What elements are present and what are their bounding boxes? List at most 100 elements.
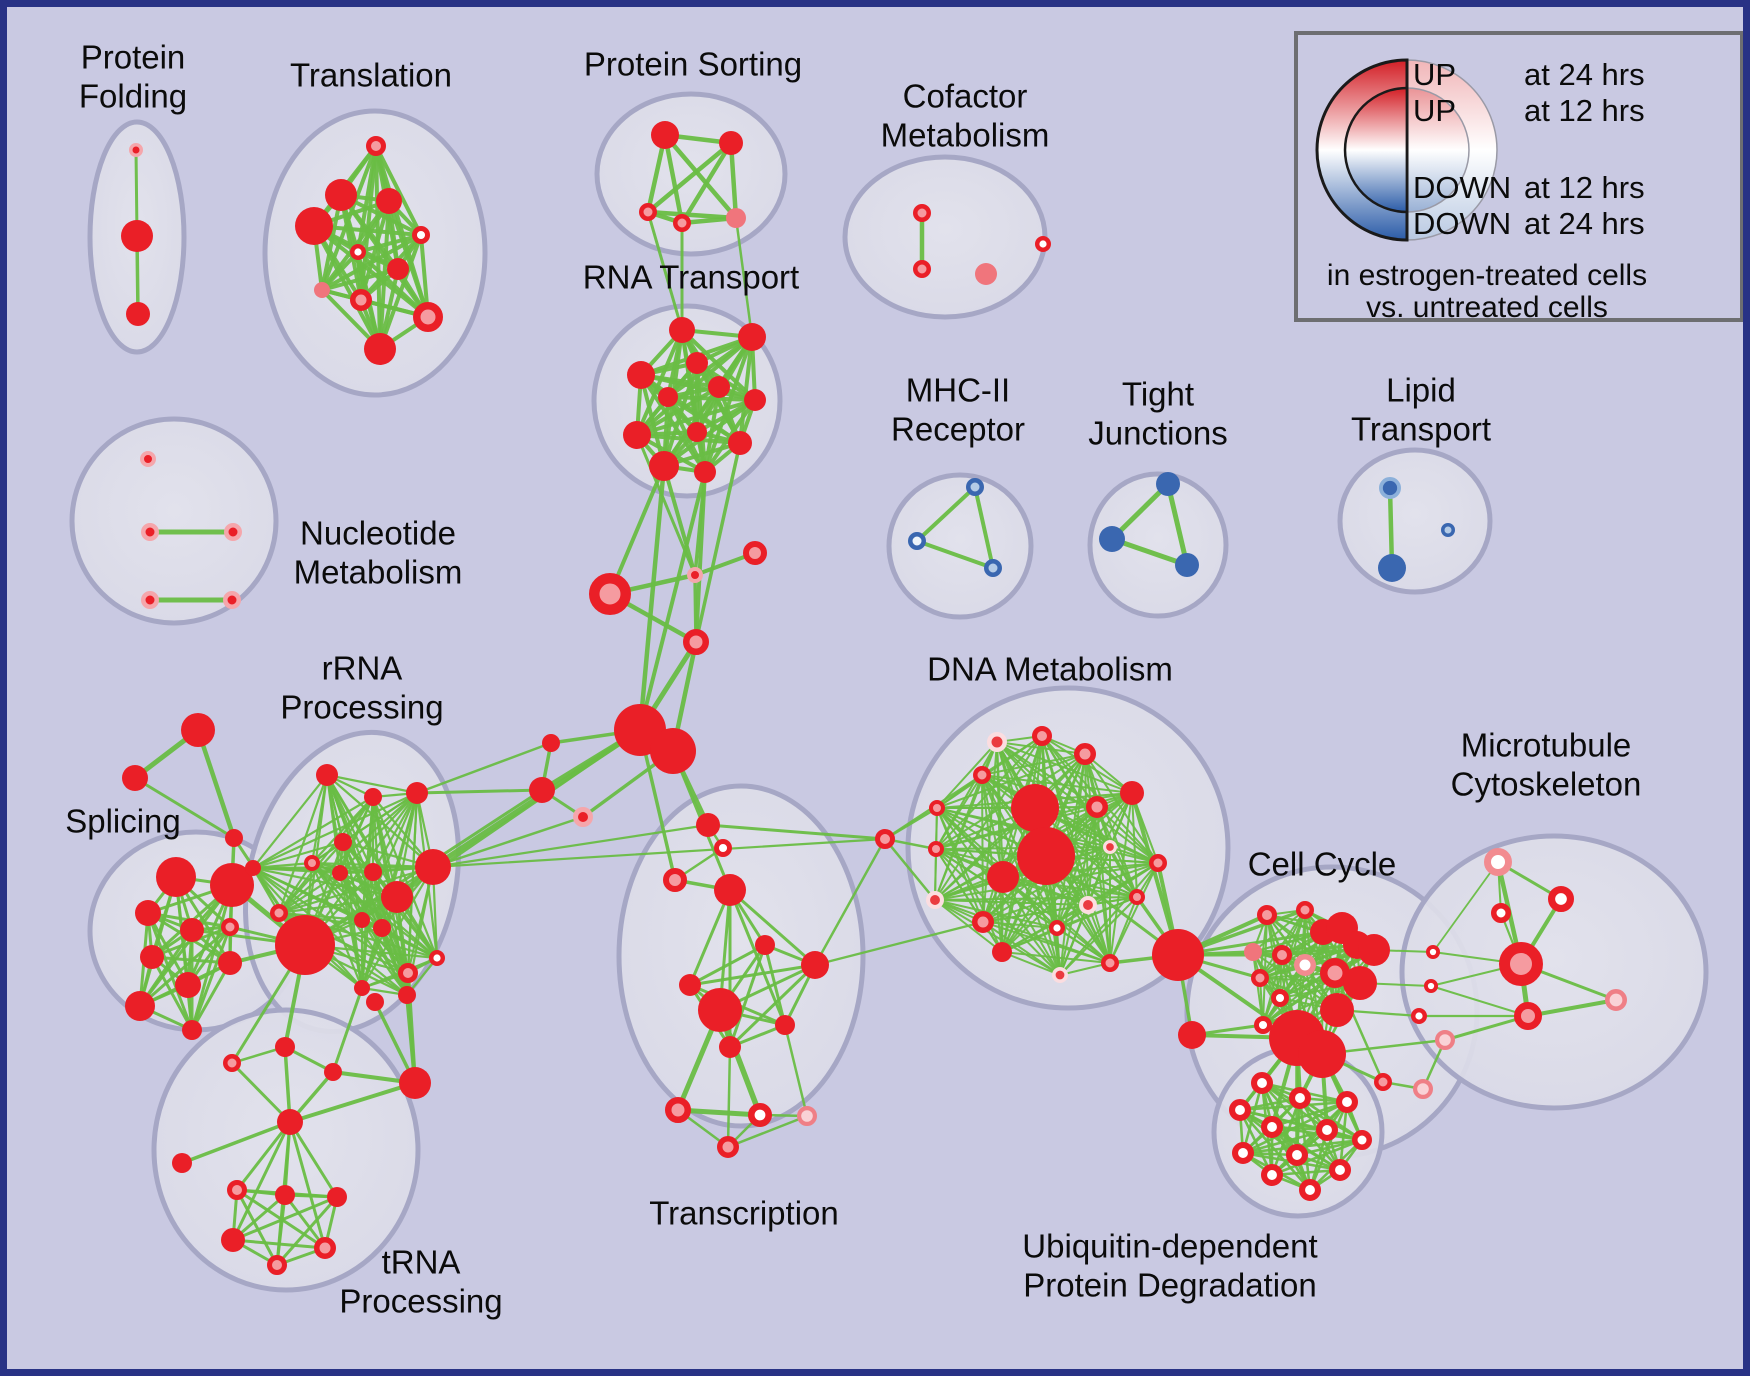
edge <box>251 866 439 960</box>
node-rr6 <box>332 865 348 881</box>
edge <box>706 823 887 841</box>
edge <box>982 921 1061 976</box>
edge <box>231 1238 327 1250</box>
node-tx12 <box>747 1103 772 1128</box>
edge <box>1056 927 1111 964</box>
node-tr5 <box>412 226 431 245</box>
node-mt4 <box>1426 944 1441 959</box>
legend-direction-3: DOWN <box>1413 206 1511 241</box>
edge <box>645 209 739 221</box>
edge <box>934 735 1043 901</box>
node-sp3 <box>135 900 161 926</box>
legend-direction-1: UP <box>1413 93 1456 128</box>
cluster-label-dna-metabolism: DNA Metabolism <box>927 651 1173 688</box>
node-tx1 <box>696 813 720 837</box>
edge <box>374 144 423 237</box>
cluster-label-lipid-transport: Lipid Transport <box>1351 372 1491 448</box>
node-mt5 <box>1424 978 1439 993</box>
edge <box>688 888 732 987</box>
edge <box>608 464 666 596</box>
edge <box>235 1120 292 1192</box>
edge <box>1109 536 1190 568</box>
node-ub2 <box>1289 1087 1312 1110</box>
edge <box>1109 481 1171 542</box>
edge <box>331 986 364 1074</box>
node-ccb2 <box>1298 1030 1346 1078</box>
cluster-label-rna-transport: RNA Transport <box>583 259 799 296</box>
legend-time-2: at 12 hrs <box>1524 170 1645 205</box>
cluster-label-translation: Translation <box>290 57 452 94</box>
node-cc14 <box>1320 993 1354 1027</box>
node-sg1 <box>181 713 215 747</box>
node-dmB <box>1017 827 1075 885</box>
node-tr10 <box>413 302 443 332</box>
node-mt2 <box>1547 886 1574 913</box>
edge <box>738 335 754 445</box>
node-dm4 <box>973 766 991 784</box>
edge <box>387 199 430 319</box>
node-dm9 <box>987 861 1019 893</box>
node-tnhub <box>277 1109 303 1135</box>
cluster-label-cofactor-metabolism: Cofactor Metabolism <box>881 78 1050 154</box>
edge <box>1109 862 1159 964</box>
node-dm11 <box>1149 854 1167 872</box>
edge <box>1109 792 1133 964</box>
edge <box>662 398 757 468</box>
node-sp2 <box>210 863 254 907</box>
node-sp6 <box>140 945 164 969</box>
node-tr6 <box>350 243 367 260</box>
edge <box>662 132 739 221</box>
node-ub3 <box>1336 1091 1359 1114</box>
cluster-transcription-outline <box>616 783 866 1129</box>
edge <box>1260 1081 1342 1172</box>
node-ct3 <box>589 573 631 615</box>
node-tx6 <box>801 951 829 979</box>
edge <box>973 485 995 570</box>
edge <box>325 773 435 869</box>
edge <box>635 328 684 437</box>
edge <box>635 398 757 437</box>
node-ct4 <box>683 629 709 655</box>
edge <box>646 210 684 332</box>
edge <box>288 1120 339 1199</box>
node-br1 <box>542 734 560 752</box>
edge <box>1001 951 1061 976</box>
node-sg3 <box>225 829 243 847</box>
node-sg2 <box>122 765 148 791</box>
edge <box>277 895 399 915</box>
node-rr15 <box>398 986 416 1004</box>
node-sp4 <box>180 918 204 942</box>
node-dm8 <box>1086 796 1108 818</box>
node-cc13 <box>1270 988 1289 1007</box>
node-tx5 <box>755 935 775 955</box>
node-sp5 <box>221 918 239 936</box>
edge <box>431 815 585 869</box>
edge <box>1333 971 1385 1084</box>
edge <box>231 1195 339 1242</box>
node-nm4 <box>141 591 159 609</box>
edge <box>981 774 1133 794</box>
edge <box>645 140 734 215</box>
node-bb1 <box>1152 929 1204 981</box>
edge <box>935 806 1098 850</box>
node-ub9 <box>1286 1144 1309 1167</box>
edge <box>637 463 667 733</box>
node-ub1 <box>1251 1072 1274 1095</box>
node-rt9 <box>687 422 707 442</box>
node-pf2 <box>121 220 153 252</box>
edge <box>666 395 742 445</box>
node-lt1 <box>1379 476 1402 499</box>
edge <box>325 773 419 795</box>
edge <box>934 899 1058 929</box>
node-ub4 <box>1229 1099 1252 1122</box>
node-mh2 <box>908 532 926 550</box>
edge <box>1270 1138 1364 1177</box>
edge <box>277 795 375 915</box>
cluster-nucleotide-metabolism-outline <box>69 416 279 626</box>
node-nm5 <box>223 591 241 609</box>
cluster-labels: Protein Folding Translation Protein Sorting… <box>65 39 1641 1320</box>
node-nm2 <box>141 523 159 541</box>
node-cf2 <box>913 260 931 278</box>
node-rt7 <box>744 389 766 411</box>
